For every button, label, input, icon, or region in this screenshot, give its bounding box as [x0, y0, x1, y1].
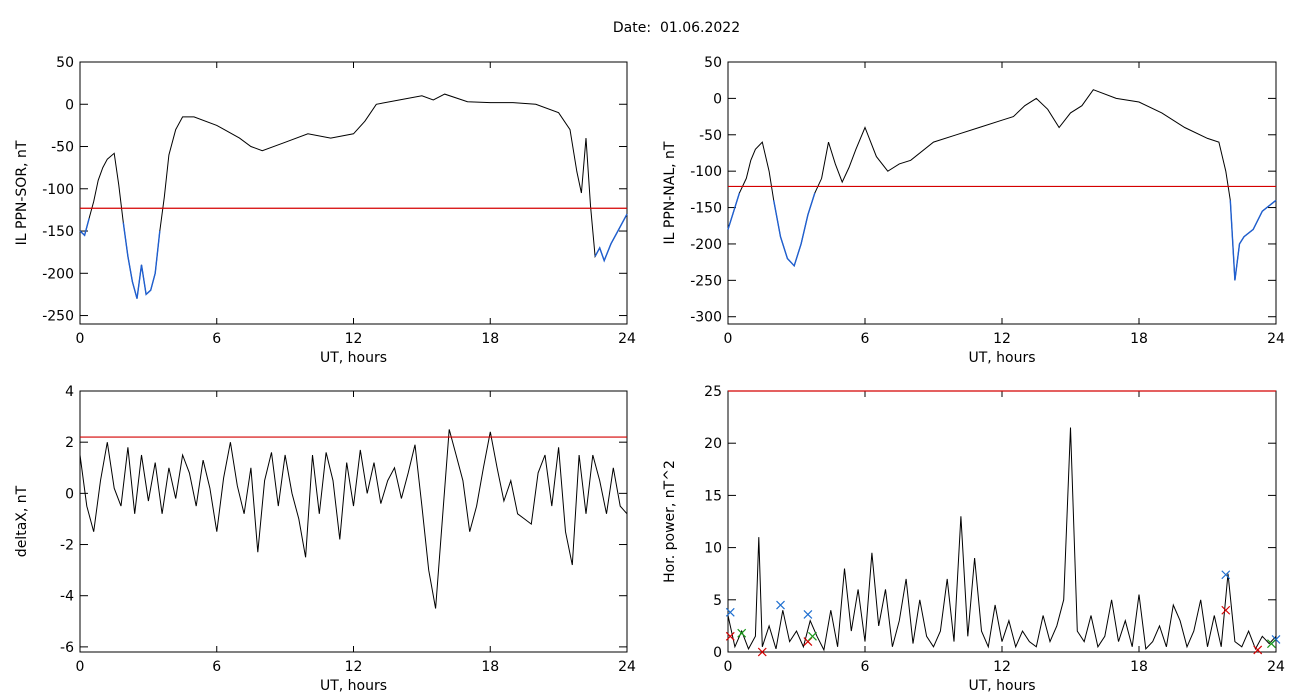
y-axis-label-hor-power: Hor. power, nT^2 [662, 460, 678, 583]
marker-blue-hor-power [1221, 570, 1231, 580]
y-tick-label-deltax: -4 [60, 589, 74, 605]
marker-blue-hor-power [803, 609, 813, 619]
x-axis-label-hor-power: UT, hours [968, 678, 1035, 694]
y-tick-label-ppn-nal: -100 [690, 164, 722, 180]
x-tick-label-deltax: 6 [212, 659, 221, 675]
y-tick-label-ppn-nal: -150 [690, 201, 722, 217]
x-tick-label-deltax: 18 [481, 659, 499, 675]
below-threshold-segment-ppn-nal [1229, 199, 1277, 281]
below-threshold-segment-ppn-sor [594, 213, 628, 263]
marker-red-hor-power [725, 631, 735, 641]
y-tick-label-ppn-sor: -50 [51, 140, 74, 156]
date-title: Date: 01.06.2022 [612, 20, 741, 36]
x-tick-label-hor-power: 0 [724, 659, 733, 675]
y-tick-label-hor-power: 5 [713, 593, 722, 609]
y-tick-label-hor-power: 20 [704, 436, 722, 452]
y-tick-label-ppn-nal: -250 [690, 273, 722, 289]
plot-frame-ppn-sor [79, 61, 628, 325]
x-axis-label-deltax: UT, hours [320, 678, 387, 694]
below-threshold-segment-ppn-sor [122, 222, 161, 299]
x-tick-label-deltax: 24 [618, 659, 636, 675]
below-threshold-segment-ppn-nal [727, 192, 741, 230]
series-line-ppn-nal [727, 89, 1277, 281]
y-tick-label-ppn-nal: -300 [690, 310, 722, 326]
y-tick-label-deltax: -2 [60, 538, 74, 554]
x-tick-label-hor-power: 24 [1267, 659, 1285, 675]
y-tick-label-hor-power: 25 [704, 384, 722, 400]
series-line-deltax [79, 429, 628, 609]
x-axis-label-ppn-nal: UT, hours [968, 350, 1035, 366]
y-tick-label-hor-power: 15 [704, 488, 722, 504]
x-tick-label-ppn-sor: 6 [212, 331, 221, 347]
marker-blue-hor-power [725, 607, 735, 617]
y-tick-label-ppn-nal: -200 [690, 237, 722, 253]
marker-red-hor-power [757, 647, 767, 657]
x-tick-label-hor-power: 12 [993, 659, 1011, 675]
x-tick-label-hor-power: 6 [861, 659, 870, 675]
x-tick-label-ppn-sor: 24 [618, 331, 636, 347]
y-tick-label-ppn-sor: 50 [56, 55, 74, 71]
plot-frame-ppn-nal [727, 61, 1277, 325]
y-tick-label-deltax: -6 [60, 640, 74, 656]
marker-green-hor-power [808, 631, 817, 641]
x-tick-label-ppn-sor: 0 [76, 331, 85, 347]
marker-green-hor-power [737, 628, 747, 638]
x-tick-label-deltax: 0 [76, 659, 85, 675]
y-tick-label-ppn-sor: -150 [42, 224, 74, 240]
x-tick-label-deltax: 12 [345, 659, 363, 675]
x-tick-label-ppn-nal: 18 [1130, 331, 1148, 347]
y-tick-label-ppn-nal: -50 [699, 128, 722, 144]
y-tick-label-deltax: 2 [65, 435, 74, 451]
y-axis-label-deltax: deltaX, nT [14, 485, 30, 557]
y-tick-label-deltax: 0 [65, 486, 74, 502]
below-threshold-segment-ppn-sor [79, 218, 90, 237]
marker-blue-hor-power [776, 600, 785, 610]
x-tick-label-ppn-nal: 12 [993, 331, 1011, 347]
x-tick-label-ppn-nal: 6 [861, 331, 870, 347]
series-line-hor-power [727, 427, 1277, 652]
x-tick-label-ppn-nal: 0 [724, 331, 733, 347]
y-tick-label-ppn-sor: -250 [42, 309, 74, 325]
x-tick-label-hor-power: 18 [1130, 659, 1148, 675]
y-axis-label-ppn-nal: IL PPN-NAL, nT [662, 141, 678, 244]
y-axis-label-ppn-sor: IL PPN-SOR, nT [14, 140, 30, 245]
x-axis-label-ppn-sor: UT, hours [320, 350, 387, 366]
x-tick-label-ppn-sor: 18 [481, 331, 499, 347]
series-line-ppn-sor [79, 93, 628, 299]
y-tick-label-ppn-sor: -100 [42, 182, 74, 198]
marker-red-hor-power [1221, 605, 1231, 615]
y-tick-label-hor-power: 10 [704, 541, 722, 557]
y-tick-label-hor-power: 0 [713, 645, 722, 661]
marker-red-hor-power [1253, 645, 1263, 655]
y-tick-label-ppn-nal: 50 [704, 55, 722, 71]
marker-green-hor-power [1267, 639, 1276, 649]
y-tick-label-ppn-nal: 0 [713, 91, 722, 107]
x-tick-label-ppn-nal: 24 [1267, 331, 1285, 347]
y-tick-label-ppn-sor: 0 [65, 97, 74, 113]
x-tick-label-ppn-sor: 12 [345, 331, 363, 347]
below-threshold-segment-ppn-nal [773, 192, 816, 268]
y-tick-label-ppn-sor: -200 [42, 266, 74, 282]
y-tick-label-deltax: 4 [65, 384, 74, 400]
plot-frame-deltax [79, 390, 628, 653]
